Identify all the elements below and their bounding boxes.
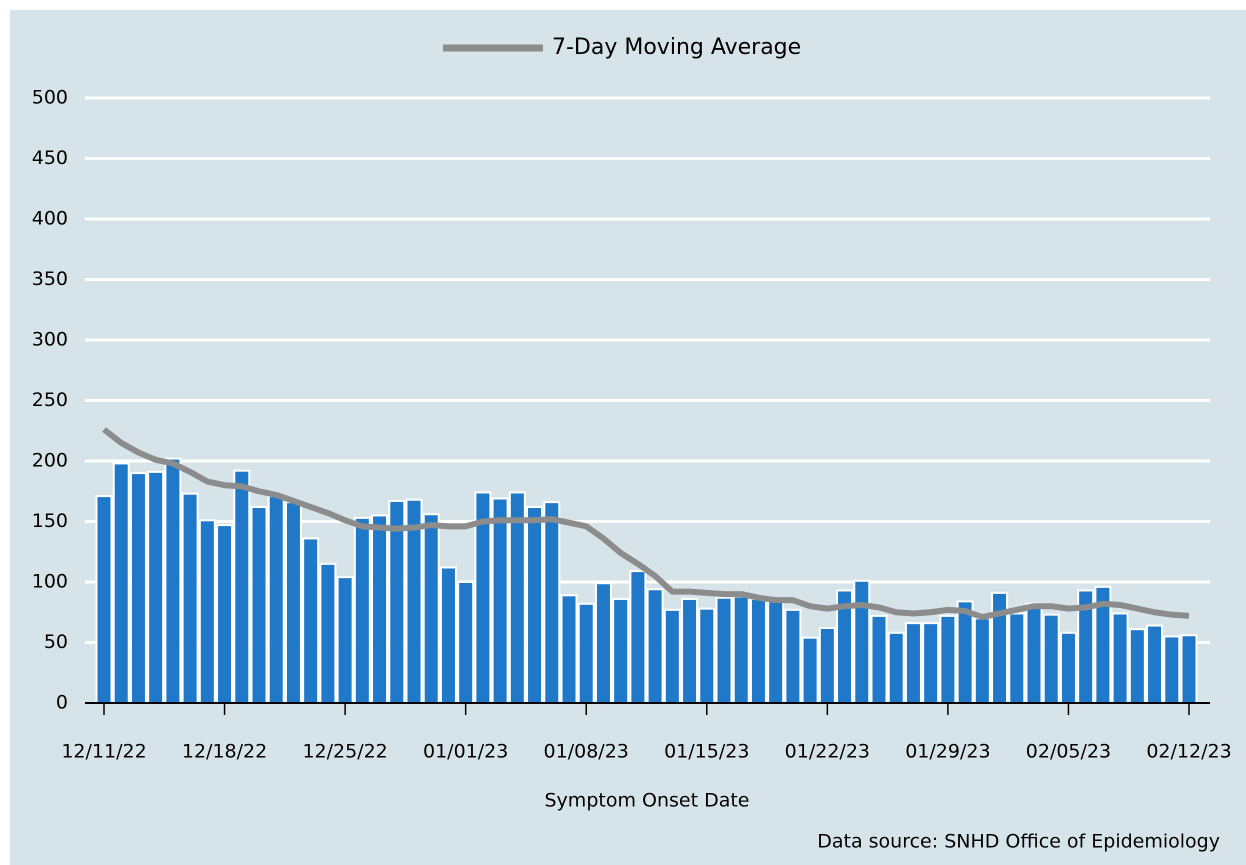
bar (853, 579, 871, 704)
bar (1163, 635, 1181, 705)
bar (422, 513, 440, 704)
bar (491, 497, 509, 705)
bar (784, 608, 802, 705)
bar (594, 582, 612, 705)
bar (216, 524, 234, 704)
bar (818, 626, 836, 704)
bar (1111, 612, 1129, 705)
y-tick-label: 200 (32, 450, 68, 472)
bar (698, 607, 716, 704)
x-tick-label: 01/29/23 (905, 741, 990, 763)
bar (904, 622, 922, 705)
x-tick-label: 02/05/23 (1026, 741, 1111, 763)
bar (147, 470, 165, 705)
y-tick-label: 250 (32, 389, 68, 411)
bar (560, 594, 578, 704)
bar (1025, 602, 1043, 705)
bar (732, 595, 750, 705)
bar (371, 514, 389, 705)
bar (577, 602, 595, 705)
bar (973, 617, 991, 704)
bar (129, 472, 147, 704)
bar (1042, 613, 1060, 704)
y-tick-label: 500 (32, 87, 68, 109)
y-tick-label: 150 (32, 510, 68, 532)
bar (95, 495, 113, 704)
bar (887, 631, 905, 705)
bar (646, 588, 664, 705)
bar (353, 516, 371, 704)
bar (870, 614, 888, 705)
bar (922, 622, 940, 705)
legend-label: 7-Day Moving Average (552, 35, 801, 60)
bar (801, 636, 819, 704)
bar (1180, 634, 1198, 704)
bar (457, 581, 475, 704)
x-tick-label: 12/11/22 (61, 741, 146, 763)
y-tick-label: 300 (32, 329, 68, 351)
bar (681, 597, 699, 704)
bar (1128, 628, 1146, 704)
bar (1146, 624, 1164, 704)
bar (267, 495, 285, 704)
bar (663, 608, 681, 705)
y-tick-label: 450 (32, 147, 68, 169)
bar (302, 537, 320, 704)
moving-average-line (102, 427, 1190, 621)
x-tick-label: 12/25/22 (302, 741, 387, 763)
y-tick-label: 100 (32, 571, 68, 593)
y-tick-label: 400 (32, 208, 68, 230)
bar (526, 505, 544, 705)
bar (319, 562, 337, 704)
bar (956, 600, 974, 704)
bar (629, 570, 647, 704)
bar (233, 469, 251, 704)
bar (284, 501, 302, 705)
bar (939, 614, 957, 705)
x-tick-label: 01/01/23 (423, 741, 508, 763)
bar (1008, 612, 1026, 705)
bar (198, 519, 216, 704)
x-tick-label: 01/22/23 (785, 741, 870, 763)
bar (508, 491, 526, 704)
y-tick-label: 50 (44, 631, 68, 653)
bar (715, 596, 733, 704)
bar (336, 576, 354, 704)
bar (1059, 631, 1077, 705)
chart-background (10, 10, 1246, 865)
x-tick-label: 01/15/23 (664, 741, 749, 763)
source-note: Data source: SNHD Office of Epidemiology (817, 831, 1220, 853)
bar (164, 457, 182, 704)
bar (612, 597, 630, 704)
bar (250, 505, 268, 705)
bar (181, 492, 199, 705)
x-tick-label: 01/08/23 (544, 741, 629, 763)
y-tick-label: 350 (32, 268, 68, 290)
x-tick-label: 02/12/23 (1146, 741, 1231, 763)
bar (767, 600, 785, 704)
bar (543, 501, 561, 705)
bar (439, 566, 457, 704)
x-axis-title: Symptom Onset Date (545, 790, 750, 812)
y-tick-label: 0 (56, 692, 68, 714)
bar (112, 462, 130, 705)
bar (749, 597, 767, 704)
x-tick-label: 12/18/22 (182, 741, 267, 763)
